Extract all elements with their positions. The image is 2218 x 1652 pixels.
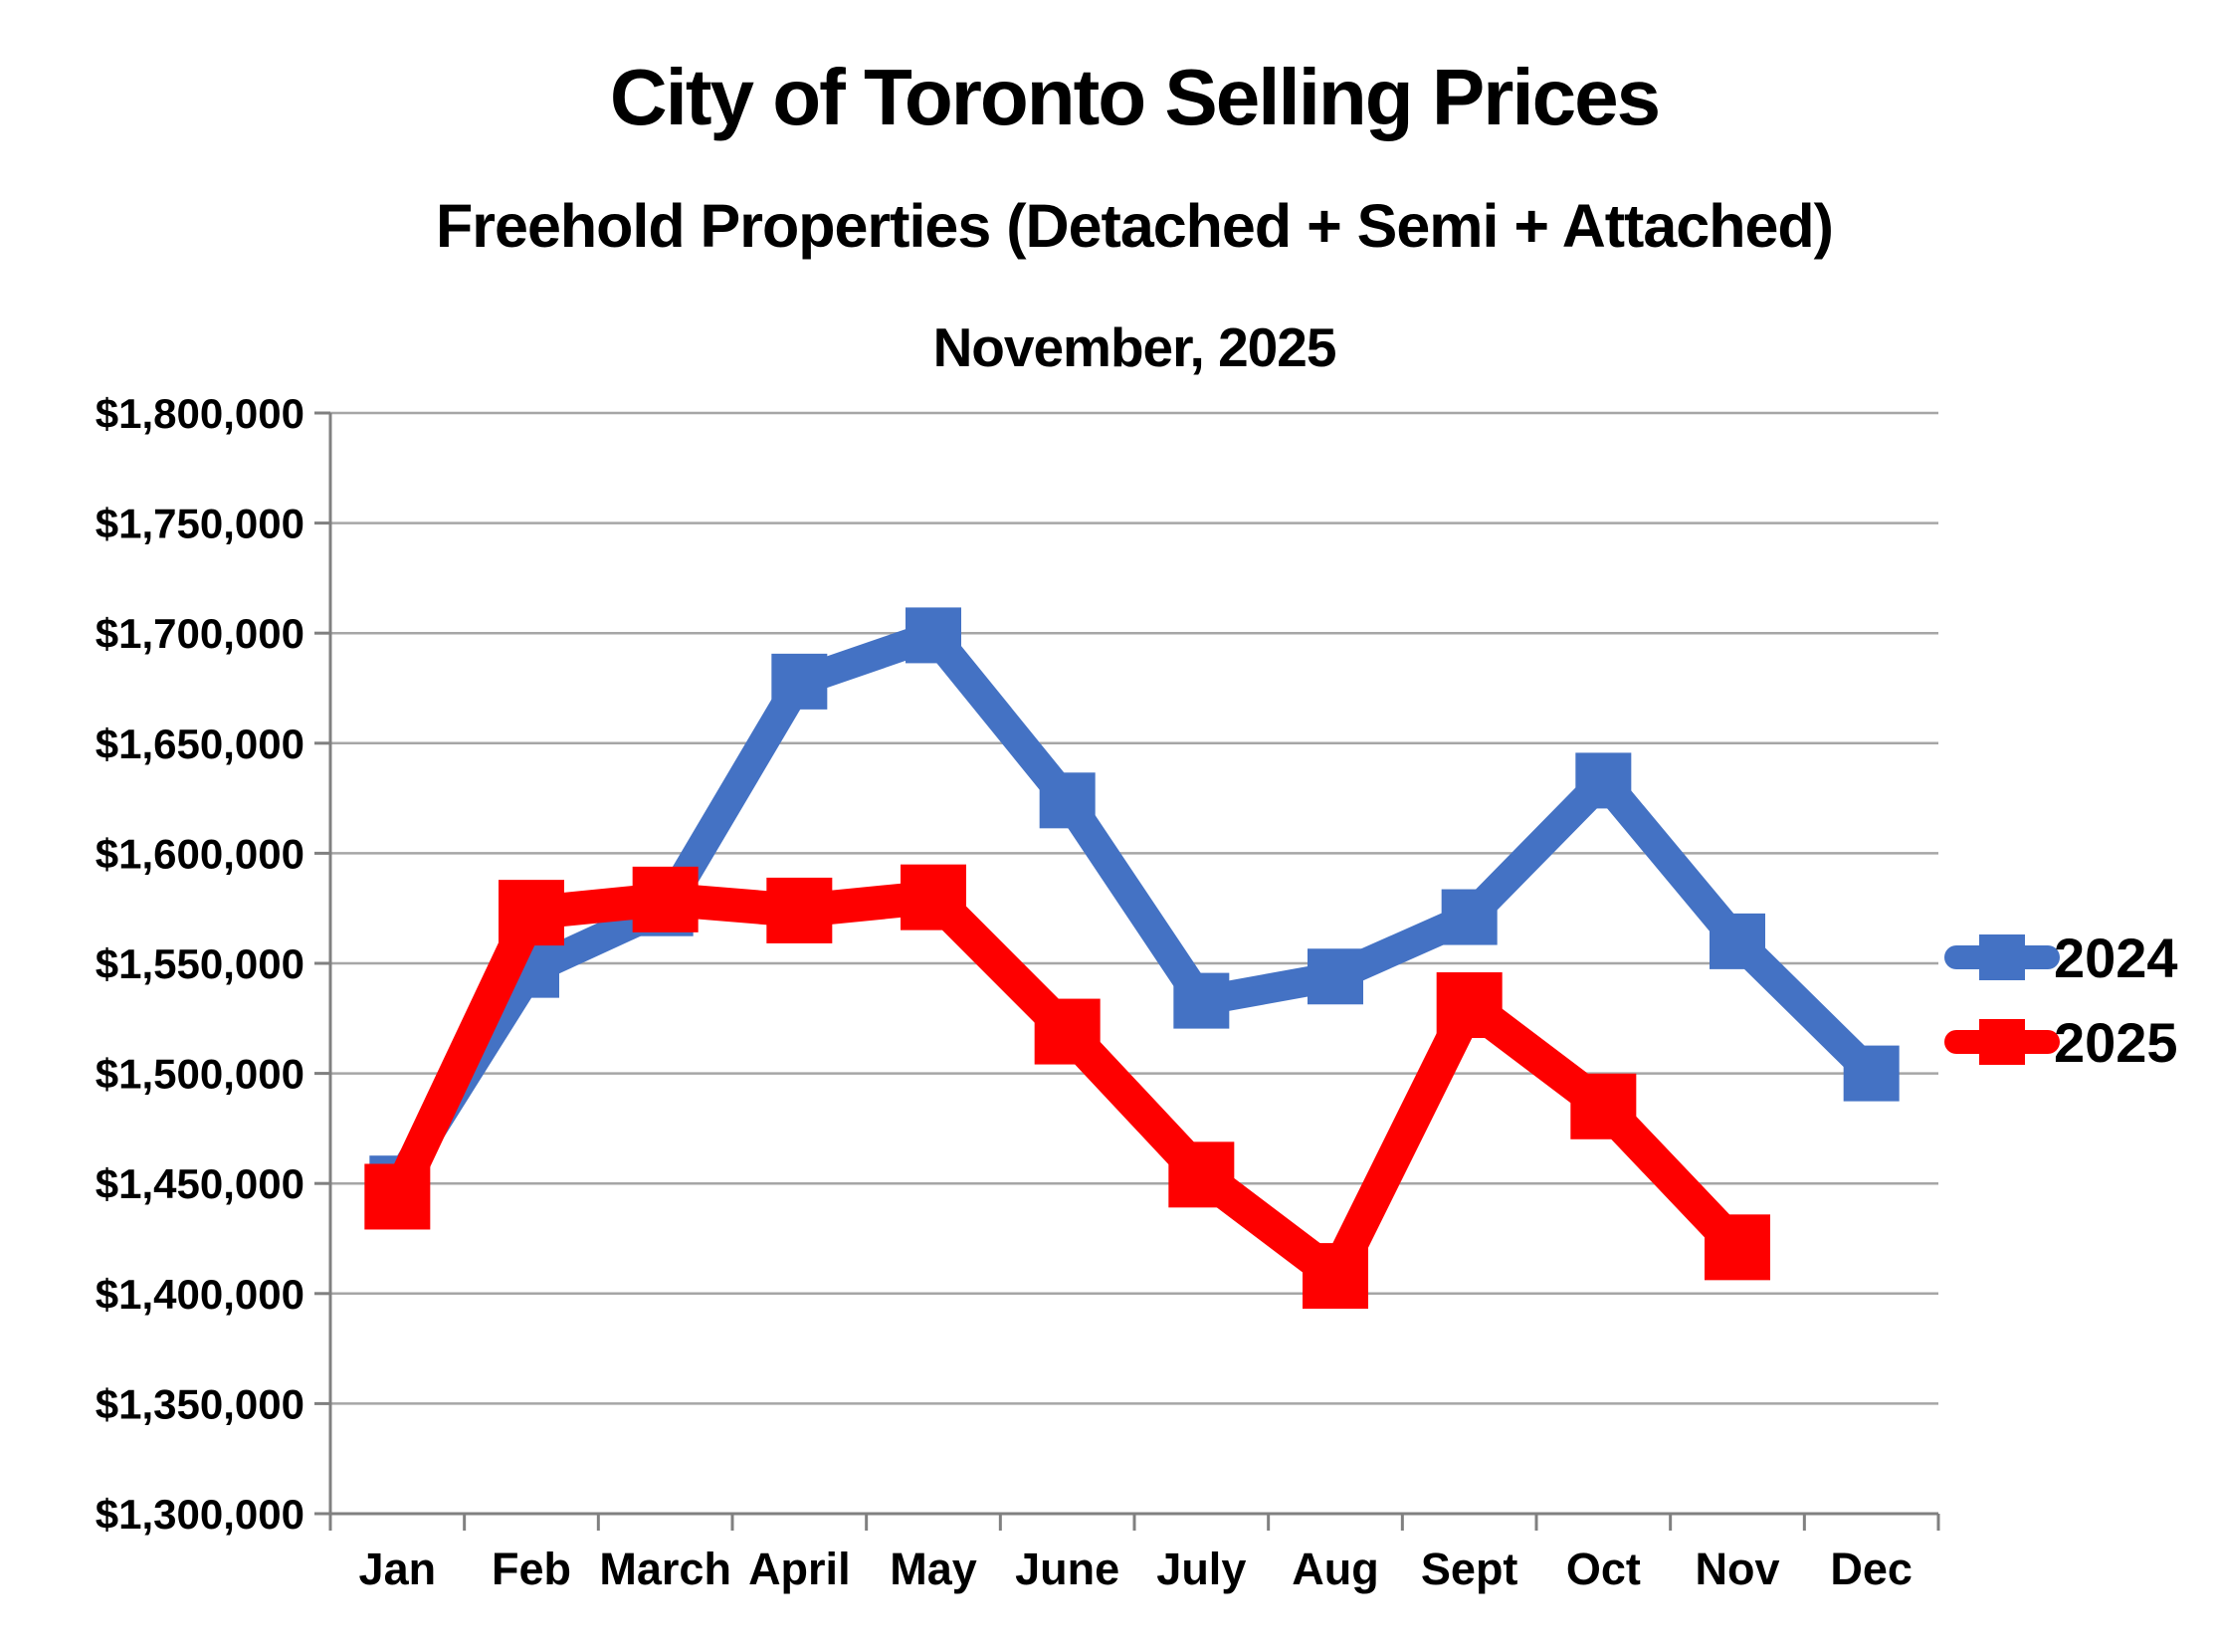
marker-2025-Jan xyxy=(364,1163,431,1230)
y-axis-tick-label: $1,650,000 xyxy=(96,721,304,767)
data-series xyxy=(364,607,1900,1310)
x-axis-month-label: Dec xyxy=(1830,1544,1913,1594)
x-axis-month-label: July xyxy=(1156,1544,1246,1594)
legend-entry-2025: 2025 xyxy=(1944,1011,2178,1074)
y-axis-tick-label: $1,300,000 xyxy=(96,1491,304,1538)
marker-2025-Aug xyxy=(1303,1243,1368,1310)
x-axis-month-label: Sept xyxy=(1421,1544,1518,1594)
y-axis-tick-label: $1,350,000 xyxy=(96,1380,304,1427)
legend: 2024 2025 xyxy=(1944,927,2178,1074)
marker-2025-May xyxy=(901,864,966,930)
marker-2025-July xyxy=(1168,1141,1235,1208)
x-axis-month-label: March xyxy=(599,1544,731,1594)
marker-2025-March xyxy=(632,866,699,932)
marker-2025-June xyxy=(1034,998,1101,1065)
marker-2025-Oct xyxy=(1570,1073,1637,1139)
marker-2024-June xyxy=(1039,772,1096,829)
chart-title: City of Toronto Selling Prices xyxy=(610,53,1659,141)
y-axis-tick-label: $1,450,000 xyxy=(96,1160,304,1207)
x-axis-month-label: May xyxy=(890,1544,977,1594)
x-axis-month-label: Feb xyxy=(492,1544,571,1594)
chart-subtitle: Freehold Properties (Detached + Semi + A… xyxy=(436,192,1833,260)
legend-marker-2024 xyxy=(1979,934,2025,980)
axes xyxy=(314,411,1940,1531)
marker-2024-Nov xyxy=(1710,913,1765,969)
marker-2025-April xyxy=(766,877,833,943)
legend-marker-2025 xyxy=(1979,1019,2025,1065)
x-axis-month-label: Jan xyxy=(359,1544,437,1594)
marker-2024-Aug xyxy=(1308,948,1363,1005)
marker-2025-Sept xyxy=(1436,972,1503,1039)
x-axis-labels: Jan Feb March April May June July Aug Sept Oct Nov… xyxy=(359,1544,1913,1594)
y-axis-tick-label: $1,600,000 xyxy=(96,830,304,877)
marker-2024-May xyxy=(906,607,961,664)
marker-2024-July xyxy=(1173,972,1230,1029)
y-axis-tick-label: $1,700,000 xyxy=(96,610,304,657)
chart-date-label: November, 2025 xyxy=(933,316,1336,378)
y-axis-labels: $1,300,000 $1,350,000 $1,400,000 $1,450,000… xyxy=(96,390,304,1538)
marker-2024-April xyxy=(771,653,828,710)
y-axis-tick-label: $1,550,000 xyxy=(96,940,304,987)
series-2025 xyxy=(364,864,1770,1310)
y-axis-tick-label: $1,750,000 xyxy=(96,501,304,547)
marker-2025-Nov xyxy=(1705,1214,1770,1281)
gridlines xyxy=(330,411,1938,1516)
x-axis-month-label: Nov xyxy=(1695,1544,1779,1594)
y-axis-tick-label: $1,800,000 xyxy=(96,390,304,437)
x-axis-month-label: Oct xyxy=(1566,1544,1641,1594)
x-axis-month-label: June xyxy=(1015,1544,1119,1594)
marker-2024-Sept xyxy=(1441,889,1498,945)
y-axis-tick-label: $1,400,000 xyxy=(96,1271,304,1318)
x-axis-month-label: April xyxy=(748,1544,851,1594)
legend-label-2024: 2024 xyxy=(2054,927,2178,989)
legend-label-2025: 2025 xyxy=(2054,1011,2178,1074)
y-axis-tick-label: $1,500,000 xyxy=(96,1051,304,1098)
marker-2024-Oct xyxy=(1575,752,1632,809)
legend-entry-2024: 2024 xyxy=(1944,927,2178,989)
marker-2025-Feb xyxy=(499,880,564,946)
x-axis-month-label: Aug xyxy=(1292,1544,1378,1594)
marker-2024-Dec xyxy=(1843,1045,1900,1102)
